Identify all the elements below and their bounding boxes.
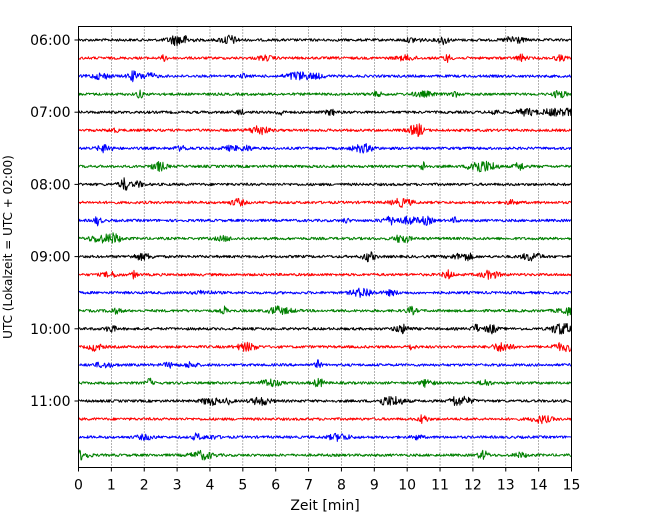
x-tick-label: 10 xyxy=(398,478,416,494)
trace-line xyxy=(78,251,572,263)
x-tick-label: 3 xyxy=(173,478,182,494)
trace-line xyxy=(78,395,572,407)
trace-line xyxy=(78,322,572,335)
x-tick-label: 1 xyxy=(107,478,116,494)
x-tick-label: 9 xyxy=(370,478,379,494)
x-tick-label: 0 xyxy=(74,478,83,494)
trace-line xyxy=(78,432,572,442)
seismic-traces xyxy=(78,34,572,461)
trace-line xyxy=(78,377,572,388)
x-tick-label: 11 xyxy=(431,478,449,494)
trace-line xyxy=(78,215,572,227)
y-tick-label: 11:00 xyxy=(30,394,70,410)
trace-line xyxy=(78,70,572,83)
x-axis: 0 1 2 3 4 5 6 7 8 9 10 11 12 13 14 15 xyxy=(74,467,581,494)
y-tick-label: 06:00 xyxy=(30,33,70,49)
plot-frame xyxy=(78,26,572,468)
trace-line xyxy=(78,341,572,353)
x-tick-label: 13 xyxy=(497,478,515,494)
x-tick-label: 14 xyxy=(530,478,548,494)
trace-line xyxy=(78,107,572,117)
trace-line xyxy=(78,177,572,191)
trace-line xyxy=(78,34,572,47)
trace-line xyxy=(78,89,572,99)
y-tick-label: 08:00 xyxy=(30,177,70,193)
x-axis-label: Zeit [min] xyxy=(290,498,359,514)
trace-line xyxy=(78,197,572,208)
x-tick-label: 15 xyxy=(563,478,581,494)
y-axis-label: UTC (Lokalzeit = UTC + 02:00) xyxy=(1,155,15,339)
trace-line xyxy=(78,143,572,154)
y-tick-label: 09:00 xyxy=(30,250,70,266)
trace-line xyxy=(78,449,572,461)
x-tick-label: 8 xyxy=(337,478,346,494)
trace-line xyxy=(78,287,572,298)
trace-line xyxy=(78,359,572,369)
x-tick-label: 2 xyxy=(140,478,149,494)
x-tick-label: 7 xyxy=(304,478,313,494)
x-tick-label: 12 xyxy=(464,478,482,494)
trace-line xyxy=(78,305,572,317)
trace-line xyxy=(78,232,572,244)
x-tick-label: 4 xyxy=(206,478,215,494)
trace-line xyxy=(78,160,572,173)
x-tick-label: 6 xyxy=(271,478,280,494)
y-tick-label: 10:00 xyxy=(30,322,70,338)
y-axis: 06:00 07:00 08:00 09:00 10:00 11:00 xyxy=(30,33,79,410)
trace-line xyxy=(78,123,572,137)
trace-line xyxy=(78,269,572,280)
y-tick-label: 07:00 xyxy=(30,105,70,121)
trace-line xyxy=(78,414,572,425)
trace-line xyxy=(78,53,572,63)
x-tick-label: 5 xyxy=(238,478,247,494)
